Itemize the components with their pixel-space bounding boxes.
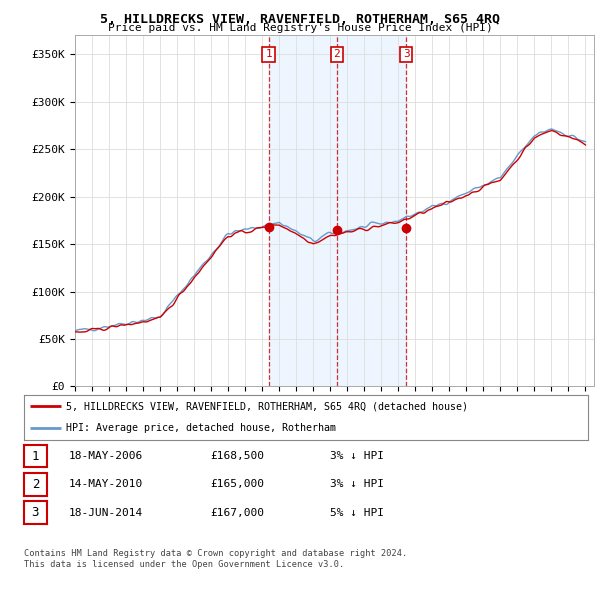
Text: 1: 1: [32, 450, 39, 463]
Bar: [269, 35, 337, 386]
Text: £168,500: £168,500: [210, 451, 264, 461]
Text: 3% ↓ HPI: 3% ↓ HPI: [330, 480, 384, 489]
Text: 3: 3: [403, 50, 410, 60]
Text: £167,000: £167,000: [210, 508, 264, 517]
Text: 5% ↓ HPI: 5% ↓ HPI: [330, 508, 384, 517]
Text: HPI: Average price, detached house, Rotherham: HPI: Average price, detached house, Roth…: [66, 424, 337, 434]
Text: 5, HILLDRECKS VIEW, RAVENFIELD, ROTHERHAM, S65 4RQ: 5, HILLDRECKS VIEW, RAVENFIELD, ROTHERHA…: [100, 13, 500, 26]
Text: Price paid vs. HM Land Registry's House Price Index (HPI): Price paid vs. HM Land Registry's House …: [107, 23, 493, 33]
Text: 3: 3: [32, 506, 39, 519]
Text: 3% ↓ HPI: 3% ↓ HPI: [330, 451, 384, 461]
Text: Contains HM Land Registry data © Crown copyright and database right 2024.: Contains HM Land Registry data © Crown c…: [24, 549, 407, 558]
Text: £165,000: £165,000: [210, 480, 264, 489]
Text: This data is licensed under the Open Government Licence v3.0.: This data is licensed under the Open Gov…: [24, 560, 344, 569]
Text: 14-MAY-2010: 14-MAY-2010: [69, 480, 143, 489]
Text: 2: 2: [334, 50, 340, 60]
Text: 1: 1: [265, 50, 272, 60]
Bar: [337, 35, 406, 386]
Text: 18-MAY-2006: 18-MAY-2006: [69, 451, 143, 461]
Text: 18-JUN-2014: 18-JUN-2014: [69, 508, 143, 517]
Text: 5, HILLDRECKS VIEW, RAVENFIELD, ROTHERHAM, S65 4RQ (detached house): 5, HILLDRECKS VIEW, RAVENFIELD, ROTHERHA…: [66, 401, 469, 411]
Text: 2: 2: [32, 478, 39, 491]
